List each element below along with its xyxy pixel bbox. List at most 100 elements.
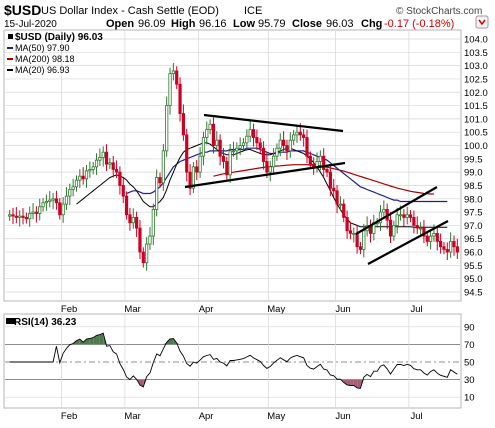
price-bar-body: [298, 131, 302, 136]
price-bar-body: [191, 166, 196, 189]
price-bar-body: [121, 185, 125, 197]
price-bar-body: [455, 246, 459, 253]
price-bar-body: [124, 195, 129, 216]
rsi-panel: 10 30 50 70 90 RSI(14) 36.23: [3, 313, 475, 409]
settings-icon[interactable]: [475, 15, 489, 29]
price-bar-body: [24, 217, 28, 220]
price-bar-body: [88, 169, 92, 172]
price-bar-body: [288, 139, 292, 152]
price-bar-body: [295, 131, 299, 136]
price-bar-body: [335, 190, 339, 205]
price-bar-body: [258, 142, 262, 149]
ma20-line: [76, 142, 448, 228]
price-bar-body: [412, 217, 416, 226]
price-bar-body: [61, 203, 65, 216]
price-bar-body: [425, 235, 429, 242]
rsi-overbought-fill: [170, 338, 174, 345]
open-label: Open: [106, 18, 134, 30]
price-bar-body: [328, 171, 332, 189]
price-bar-body: [342, 203, 346, 218]
rsi-y-tick: 90: [464, 322, 475, 333]
price-bar-body: [81, 175, 85, 180]
price-bar-body: [348, 230, 353, 234]
price-y-tick: 96.5: [464, 234, 483, 245]
price-bar-body: [382, 209, 386, 213]
price-bar-body: [245, 135, 249, 144]
price-y-tick: 102.0: [464, 88, 488, 99]
price-bar-body: [64, 195, 69, 205]
legend-price: $USD (Daily) 96.03: [15, 32, 103, 43]
price-bar-body: [241, 142, 246, 146]
rsi-oversold-fill: [143, 379, 147, 387]
price-bar-body: [352, 233, 356, 235]
price-bar-body: [78, 175, 82, 181]
price-x-tick: Apr: [199, 304, 214, 315]
triangle-upper-trendline: [203, 113, 344, 133]
price-bar-body: [71, 186, 75, 190]
rsi-overbought-fill: [99, 333, 104, 345]
price-bar-body: [101, 151, 105, 158]
rsi-y-tick: 50: [464, 358, 475, 369]
price-bar-body: [388, 219, 393, 237]
price-y-tick: 96.0: [464, 248, 483, 259]
rsi-legend-swatch: [6, 318, 16, 324]
price-bar-body: [231, 150, 236, 153]
price-y-tick: 100.5: [464, 128, 488, 139]
channel-upper-trendline: [355, 186, 438, 235]
rsi-y-tick: 10: [464, 393, 475, 404]
rsi-grid: [5, 315, 460, 407]
ma20-series: [76, 142, 448, 228]
high-label: High: [171, 18, 196, 30]
rsi-y-tick: 30: [464, 375, 475, 386]
rsi-overbought-fill: [86, 338, 90, 345]
price-bar-body: [84, 170, 89, 180]
price-bar-body: [155, 177, 159, 210]
price-bar-body: [171, 70, 175, 75]
price-y-tick: 99.5: [464, 154, 483, 165]
price-bar-body: [161, 150, 165, 184]
price-y-tick: 97.5: [464, 208, 483, 219]
price-bar-body: [8, 214, 12, 217]
price-y-tick: 99.0: [464, 168, 483, 179]
price-y-tick: 98.5: [464, 181, 483, 192]
price-bar-body: [114, 169, 119, 173]
price-bar-body: [111, 162, 115, 170]
price-bar-body: [308, 155, 312, 165]
symbol: $USD: [4, 2, 41, 18]
rsi-x-tick: May: [267, 411, 285, 422]
price-bar-body: [358, 246, 363, 250]
chg-value: -0.17 (-0.18%): [384, 18, 454, 30]
chg-label: Chg: [361, 18, 382, 30]
price-bar-body: [442, 246, 446, 250]
price-bar-body: [198, 155, 202, 173]
price-bar-body: [141, 251, 145, 264]
open-value: 96.09: [138, 18, 166, 30]
price-bar-body: [418, 227, 423, 230]
index-name: US Dollar Index - Cash Settle (EOD): [41, 5, 219, 17]
rsi-oversold-fill: [343, 379, 348, 386]
price-bar-body: [38, 206, 42, 214]
price-bar-body: [395, 214, 399, 226]
price-bar-body: [452, 241, 456, 248]
price-bar-body: [195, 166, 199, 173]
price-bar-body: [54, 198, 59, 204]
price-bar-body: [439, 241, 443, 248]
price-bar-body: [248, 129, 252, 137]
price-bar-body: [318, 155, 322, 162]
price-bar-body: [265, 161, 269, 173]
price-x-tick: Mar: [124, 304, 140, 315]
price-bar-body: [355, 233, 359, 248]
rsi-line: [9, 332, 458, 389]
rsi-oversold-fill: [357, 379, 361, 389]
rsi-oversold-fill: [347, 379, 351, 386]
rsi-overbought-fill: [89, 337, 94, 345]
price-bar-body: [18, 215, 22, 218]
price-bar-body: [28, 213, 32, 220]
price-panel: 94.5 95.0 95.5 96.0 96.5 97.0 97.5 98.0 98.5 99.0…: [3, 29, 488, 302]
price-bar-body: [145, 243, 149, 264]
price-bar-body: [104, 151, 109, 165]
price-bar-body: [21, 215, 25, 218]
price-bar-body: [218, 139, 222, 157]
rsi-series: [9, 332, 458, 389]
